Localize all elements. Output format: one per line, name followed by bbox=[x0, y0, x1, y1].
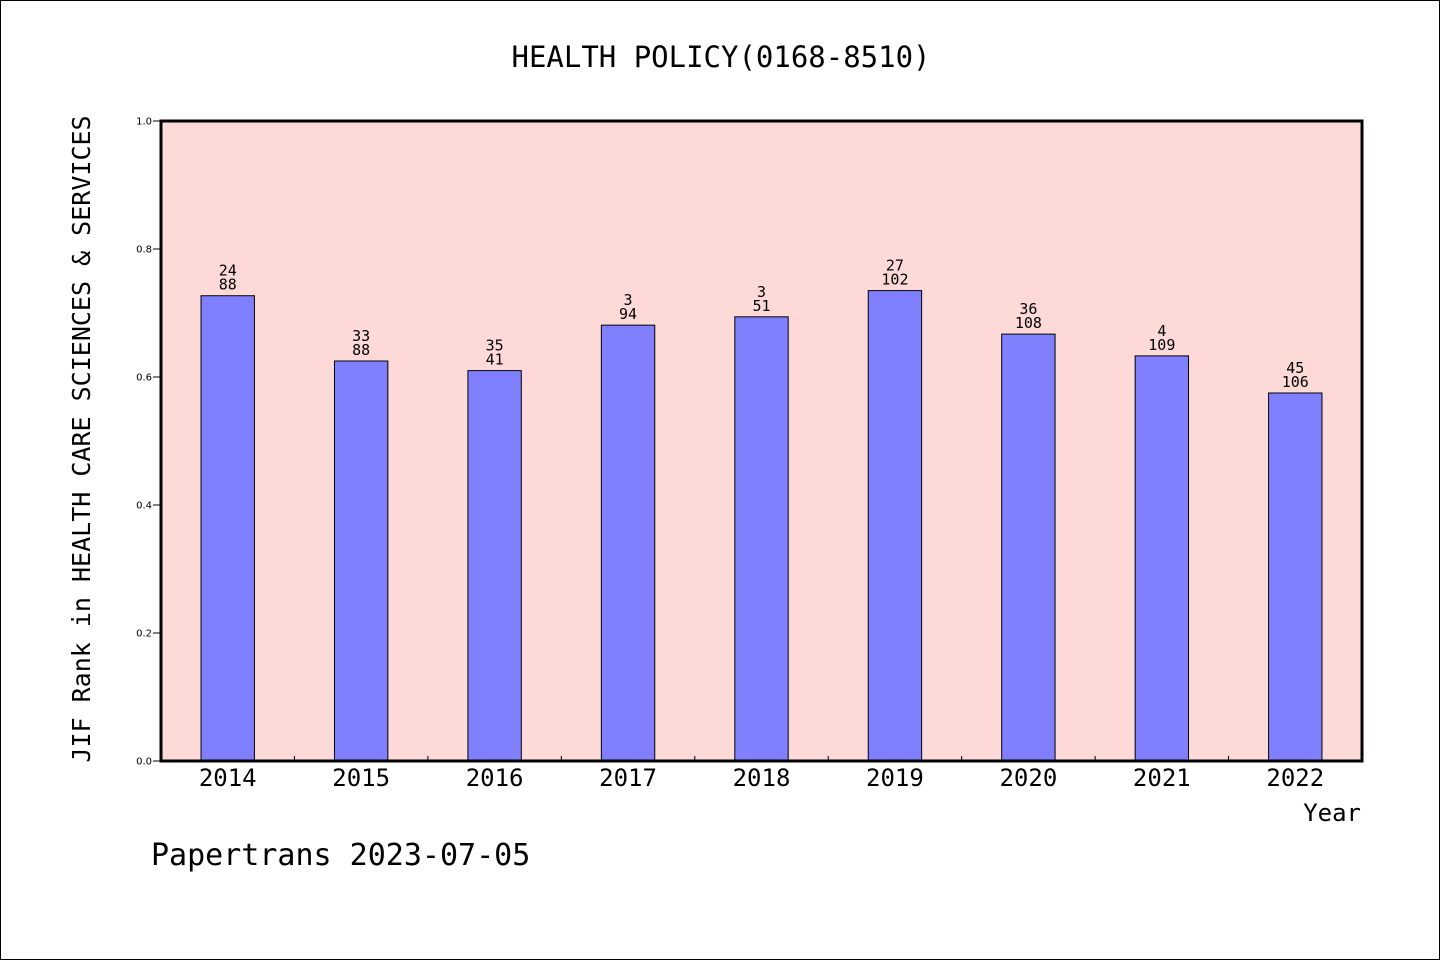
x-tick-label: 2017 bbox=[599, 764, 657, 792]
y-axis-label: JIF Rank in HEALTH CARE SCIENCES & SERVI… bbox=[67, 115, 96, 762]
bar-total-label: 106 bbox=[1282, 373, 1309, 391]
bar-2021 bbox=[1134, 355, 1190, 762]
x-tick-label: 2020 bbox=[999, 764, 1057, 792]
y-tick-label: 0.6 bbox=[136, 373, 152, 384]
y-tick-label: 0.0 bbox=[136, 757, 152, 768]
bar-total-label: 109 bbox=[1148, 336, 1175, 354]
bar-rank-label: 3 bbox=[624, 291, 633, 309]
x-tick-label: 2015 bbox=[332, 764, 390, 792]
bar-2016 bbox=[467, 370, 522, 762]
bar-rank-label: 45 bbox=[1286, 359, 1304, 377]
y-tick-label: 0.8 bbox=[136, 245, 152, 256]
bar-2018 bbox=[734, 316, 789, 762]
bar-total-label: 88 bbox=[219, 276, 237, 294]
bar-rank-label: 24 bbox=[219, 262, 237, 280]
bar-2022 bbox=[1268, 392, 1323, 762]
bar-rank-label: 35 bbox=[486, 337, 504, 355]
bar-total-label: 51 bbox=[752, 297, 770, 315]
bar-rank-label: 33 bbox=[352, 327, 370, 345]
y-tick-label: 1.0 bbox=[136, 117, 152, 128]
bar-total-label: 88 bbox=[352, 341, 370, 359]
bar-rank-label: 36 bbox=[1019, 300, 1037, 318]
x-tick-label: 2016 bbox=[466, 764, 524, 792]
bar-2020 bbox=[1001, 333, 1056, 762]
bar-total-label: 94 bbox=[619, 305, 637, 323]
x-axis-label: Year bbox=[1303, 799, 1361, 827]
bar-2014 bbox=[200, 295, 255, 762]
bar-total-label: 108 bbox=[1015, 314, 1042, 332]
bar-2015 bbox=[333, 360, 389, 762]
bar-2019 bbox=[867, 290, 923, 762]
bar-rank-label: 4 bbox=[1157, 322, 1166, 340]
x-tick-label: 2021 bbox=[1133, 764, 1191, 792]
x-tick-label: 2018 bbox=[733, 764, 791, 792]
chart-title: HEALTH POLICY(0168-8510) bbox=[511, 40, 930, 74]
y-tick-label: 0.4 bbox=[136, 501, 152, 512]
bar-rank-label: 27 bbox=[886, 257, 904, 275]
bar-2017 bbox=[600, 324, 656, 762]
bar-rank-label: 3 bbox=[757, 283, 766, 301]
y-tick-label: 0.2 bbox=[136, 629, 152, 640]
plot-border bbox=[159, 119, 1364, 763]
footer-text: Papertrans 2023-07-05 bbox=[151, 838, 530, 873]
x-tick-label: 2014 bbox=[199, 764, 257, 792]
ticks-group: 2014 2015 2016 2017 2018 2019 2020 2021 2022 0.0 0… bbox=[136, 117, 1324, 793]
bar-total-label: 102 bbox=[881, 271, 908, 289]
x-tick-label: 2022 bbox=[1266, 764, 1324, 792]
bar-total-label: 41 bbox=[486, 351, 504, 369]
x-tick-label: 2019 bbox=[866, 764, 924, 792]
